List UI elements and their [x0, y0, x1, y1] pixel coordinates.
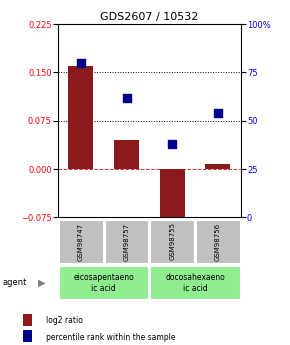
Text: GSM98755: GSM98755	[169, 223, 175, 260]
Point	[170, 141, 175, 147]
Bar	[160, 169, 185, 230]
Text: GSM98747: GSM98747	[78, 223, 84, 260]
Point	[79, 60, 83, 66]
Text: percentile rank within the sample: percentile rank within the sample	[46, 333, 176, 342]
Bar	[114, 140, 139, 169]
Text: ▶: ▶	[38, 278, 45, 288]
Text: GSM98756: GSM98756	[215, 223, 221, 260]
Text: log2 ratio: log2 ratio	[46, 316, 83, 325]
Bar	[150, 220, 194, 263]
Bar	[196, 220, 240, 263]
Bar	[68, 66, 93, 169]
Bar	[205, 164, 231, 169]
Text: eicosapentaeno
ic acid: eicosapentaeno ic acid	[73, 273, 134, 293]
Bar	[105, 220, 148, 263]
Point	[215, 110, 220, 116]
Text: docosahexaeno
ic acid: docosahexaeno ic acid	[165, 273, 225, 293]
Point	[124, 95, 129, 100]
Bar	[59, 266, 148, 299]
Bar	[23, 314, 32, 326]
Title: GDS2607 / 10532: GDS2607 / 10532	[100, 12, 199, 22]
Text: GSM98757: GSM98757	[124, 223, 130, 260]
Bar	[150, 266, 240, 299]
Text: agent: agent	[3, 278, 27, 287]
Bar	[59, 220, 103, 263]
Bar	[23, 330, 32, 342]
